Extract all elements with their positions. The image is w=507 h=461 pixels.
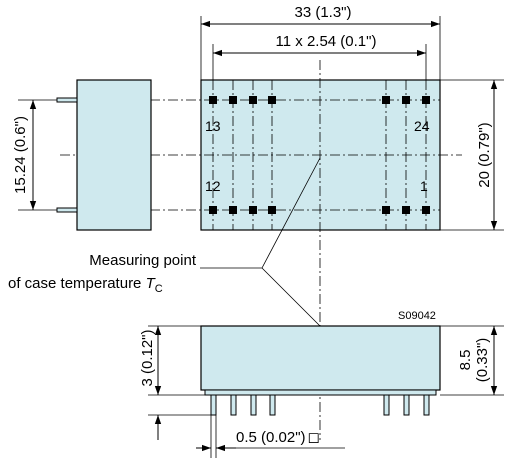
tc-symbol: T — [146, 275, 157, 292]
annotation-line2: of case temperature TC — [8, 275, 163, 295]
side-view-pin-bottom — [56, 207, 78, 213]
overall-width-label: 33 (1.3") — [294, 4, 351, 21]
tc-subscript: C — [155, 283, 163, 295]
row-spacing-label: 15.24 (0.6") — [12, 116, 29, 194]
pin-width-text: 0.5 (0.02") — [236, 429, 306, 446]
side-view-pin-top — [56, 97, 78, 103]
pitch-span-label: 11 x 2.54 (0.1") — [276, 33, 377, 50]
pin-label-13: 13 — [205, 118, 221, 134]
body-height-label: 20 (0.79") — [476, 122, 493, 187]
case-height-label: 8.5 — [457, 350, 474, 371]
bottom-pin-row — [209, 206, 430, 214]
square-symbol: ◻ — [308, 429, 320, 446]
annotation-line2-text: of case temperature — [8, 275, 141, 292]
front-view-pins — [210, 394, 430, 416]
front-view-body — [200, 325, 441, 391]
standoff-label: 3 (0.12") — [139, 329, 156, 386]
top-pin-row — [209, 96, 430, 104]
pin-width-label: 0.5 (0.02") ◻ — [236, 429, 320, 446]
leader-to-front-view — [261, 267, 321, 327]
pin-label-12: 12 — [205, 178, 221, 194]
side-view-body — [76, 79, 152, 231]
pin-column-lines — [212, 80, 427, 230]
pin-label-24: 24 — [414, 118, 430, 134]
drawing-code: S09042 — [398, 310, 436, 322]
annotation-line1: Measuring point — [89, 252, 197, 269]
pin-label-1: 1 — [420, 178, 428, 194]
case-height-inch-label: (0.33") — [474, 338, 491, 383]
leader-to-top-view — [261, 157, 321, 269]
front-view-standoff — [204, 389, 437, 396]
